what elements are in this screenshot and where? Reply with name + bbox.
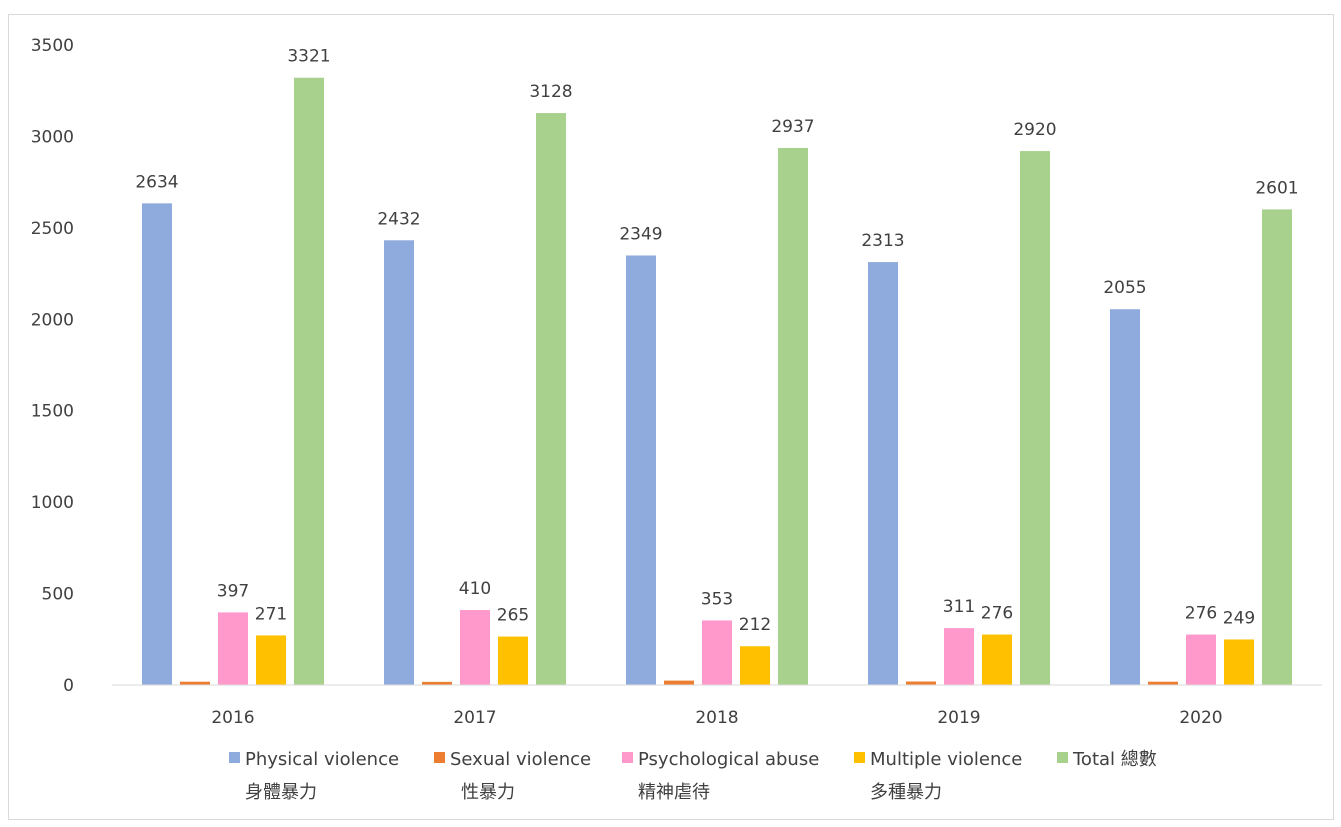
x-tick-label: 2019 — [937, 708, 980, 728]
legend-swatch — [622, 752, 633, 763]
x-axis-tick-labels: 2016 2017 2018 2019 2020 — [211, 708, 1222, 728]
bar — [664, 680, 694, 685]
bar-value-label: 2634 — [135, 172, 178, 192]
legend-swatch — [854, 752, 865, 763]
bar — [536, 113, 566, 686]
y-axis-tick-labels: 0 500 1000 1500 2000 2500 3000 3500 — [31, 36, 74, 696]
bar — [460, 610, 490, 685]
bar-value-label: 397 — [217, 581, 249, 601]
legend-label: Total 總數 — [1072, 749, 1157, 770]
bar-value-label: 2313 — [861, 231, 904, 251]
x-tick-label: 2018 — [695, 708, 738, 728]
bar — [498, 636, 528, 685]
bar-value-label: 276 — [981, 604, 1013, 624]
bar-series — [142, 77, 1292, 686]
legend-label: Sexual violence — [450, 749, 591, 770]
legend-item: Psychological abuse 精神虐待 — [622, 749, 819, 803]
bar — [1020, 151, 1050, 686]
bar — [906, 681, 936, 685]
y-tick-label: 500 — [42, 585, 74, 605]
bar-value-label: 311 — [943, 597, 975, 617]
bar — [294, 77, 324, 685]
bar-value-label: 410 — [459, 579, 491, 599]
x-tick-label: 2016 — [211, 708, 254, 728]
y-tick-label: 3000 — [31, 127, 74, 147]
bar — [626, 255, 656, 685]
bar-value-label: 3321 — [287, 47, 330, 67]
legend-swatch — [1057, 752, 1068, 763]
bar-value-label: 2937 — [771, 117, 814, 137]
bar — [1148, 681, 1178, 685]
bar-value-label: 265 — [497, 606, 529, 626]
bar — [1262, 209, 1292, 686]
bar-value-label: 2920 — [1013, 120, 1056, 140]
y-tick-label: 2000 — [31, 310, 74, 330]
bar — [422, 681, 452, 685]
bar-value-label: 212 — [739, 615, 771, 635]
bar — [778, 147, 808, 685]
legend-item: Multiple violence 多種暴力 — [854, 749, 1022, 803]
legend-label: Physical violence — [245, 749, 399, 770]
y-tick-label: 1500 — [31, 402, 74, 422]
bar — [702, 620, 732, 685]
bar — [256, 635, 286, 685]
y-tick-label: 3500 — [31, 36, 74, 56]
bar — [384, 240, 414, 685]
bar-value-label: 353 — [701, 589, 733, 609]
legend-swatch — [434, 752, 445, 763]
bar — [740, 646, 770, 685]
bar — [142, 203, 172, 685]
legend-item: Total 總數 — [1057, 749, 1157, 770]
bar — [1224, 639, 1254, 685]
bar — [982, 634, 1012, 685]
bar-value-label: 3128 — [529, 82, 572, 102]
legend-label-line2: 多種暴力 — [870, 782, 942, 803]
legend: Physical violence 身體暴力 Sexual violence 性暴力 P… — [229, 749, 1157, 803]
legend-label-line2: 身體暴力 — [245, 782, 317, 803]
bar — [218, 612, 248, 685]
x-tick-label: 2020 — [1179, 708, 1222, 728]
bar — [1186, 634, 1216, 685]
bar-value-label: 276 — [1185, 604, 1217, 624]
data-labels: 2634 397 271 3321 2432 410 265 3128 2349 353 212 29… — [135, 47, 1298, 636]
bar-value-label: 249 — [1223, 608, 1255, 628]
bar — [1110, 309, 1140, 685]
legend-label-line2: 精神虐待 — [638, 782, 710, 803]
legend-label: Psychological abuse — [638, 749, 819, 770]
legend-label: Multiple violence — [870, 749, 1022, 770]
bar-value-label: 2601 — [1255, 178, 1298, 198]
legend-label-line2: 性暴力 — [461, 782, 515, 803]
bar — [944, 628, 974, 685]
x-tick-label: 2017 — [453, 708, 496, 728]
legend-item: Sexual violence 性暴力 — [434, 749, 591, 803]
bar-value-label: 2055 — [1103, 278, 1146, 298]
legend-swatch — [229, 752, 240, 763]
y-tick-label: 2500 — [31, 219, 74, 239]
bar — [180, 681, 210, 685]
bar-value-label: 271 — [255, 604, 287, 624]
bar — [868, 262, 898, 685]
bar-value-label: 2432 — [377, 209, 420, 229]
y-tick-label: 1000 — [31, 493, 74, 513]
legend-item: Physical violence 身體暴力 — [229, 749, 399, 803]
y-tick-label: 0 — [63, 676, 74, 696]
bar-value-label: 2349 — [619, 224, 662, 244]
